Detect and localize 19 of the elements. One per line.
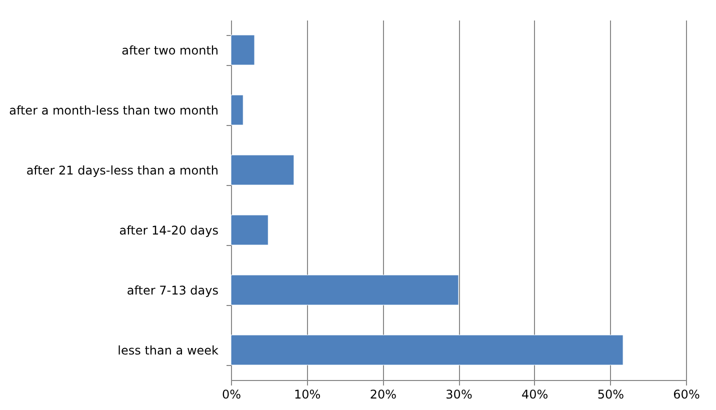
x-tick-label: 40% xyxy=(521,388,548,402)
bar xyxy=(230,214,268,246)
y-tick-label: after two month xyxy=(122,44,218,58)
x-tick-label: 10% xyxy=(294,388,321,402)
bar xyxy=(230,154,294,186)
x-tick-label: 20% xyxy=(370,388,397,402)
x-tick-label: 30% xyxy=(446,388,472,402)
bar xyxy=(230,34,255,66)
x-tick-label: 0% xyxy=(222,388,242,402)
bar xyxy=(230,274,459,306)
bar xyxy=(230,334,624,366)
bar xyxy=(230,94,244,126)
x-tick-label: 50% xyxy=(597,388,624,402)
y-tick-label: after a month-less than two month xyxy=(9,104,218,118)
y-tick-label: after 7-13 days xyxy=(126,284,218,298)
x-tick-label: 60% xyxy=(673,388,700,402)
y-tick-label: after 21 days-less than a month xyxy=(26,164,218,178)
y-tick-label: less than a week xyxy=(118,344,219,358)
y-tick-label: after 14-20 days xyxy=(119,224,218,238)
